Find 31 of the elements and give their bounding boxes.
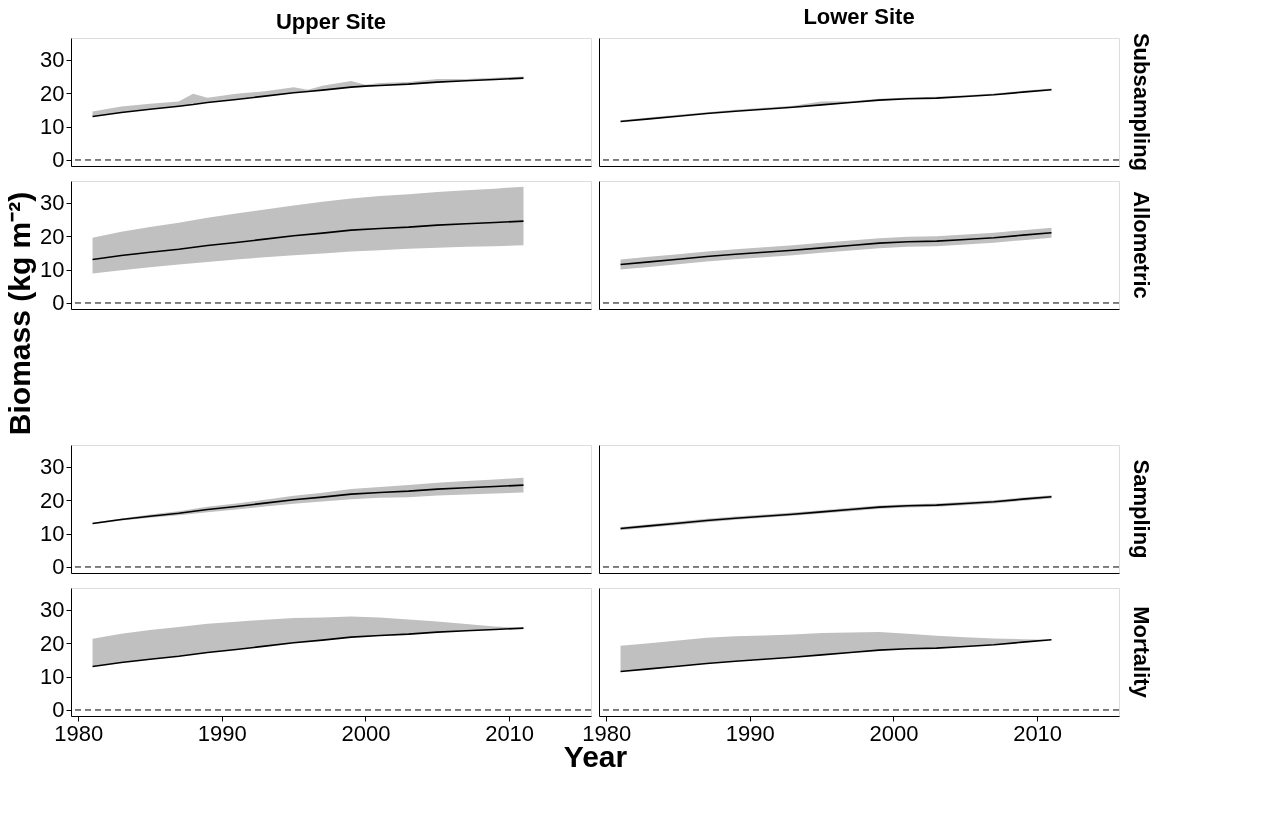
- y-tick-label: 30: [40, 190, 65, 216]
- x-tick-label: 2010: [1013, 720, 1063, 746]
- y-axis-title: Biomass (kg m⁻²): [3, 191, 37, 436]
- y-tick-label: 0: [52, 554, 65, 580]
- y-tick-label: 30: [40, 597, 65, 623]
- y2-axis-title: Mortality: [1129, 606, 1154, 699]
- y-tick-label: 30: [40, 454, 65, 480]
- x-tick-label: 1990: [197, 720, 247, 746]
- x-tick-label: 2010: [485, 720, 535, 746]
- y2-axis-title: Subsampling: [1129, 32, 1154, 172]
- y-tick-label: 20: [40, 630, 65, 656]
- x-tick-label: 1980: [54, 720, 104, 746]
- y-tick-label: 10: [40, 257, 65, 283]
- y2-axis-title: Sampling: [1129, 459, 1154, 559]
- y2-axis-title: Allometric: [1129, 191, 1154, 299]
- y-tick-label: 10: [40, 664, 65, 690]
- y-tick-label: 20: [40, 80, 65, 106]
- x-tick-label: 2000: [341, 720, 391, 746]
- y-tick-label: 0: [52, 290, 65, 316]
- x-tick-label: 1990: [725, 720, 775, 746]
- y-tick-label: 10: [40, 114, 65, 140]
- x-tick-label: 1980: [582, 720, 632, 746]
- y-tick-label: 10: [40, 521, 65, 547]
- y-tick-label: 0: [52, 147, 65, 173]
- chart-title: Lower Site: [803, 3, 915, 29]
- chart-title: Upper Site: [275, 9, 387, 34]
- x-tick-label: 2000: [869, 720, 919, 746]
- y-tick-label: 30: [40, 47, 65, 73]
- y-tick-label: 0: [52, 697, 65, 723]
- y-tick-label: 20: [40, 487, 65, 513]
- y-tick-label: 20: [40, 223, 65, 249]
